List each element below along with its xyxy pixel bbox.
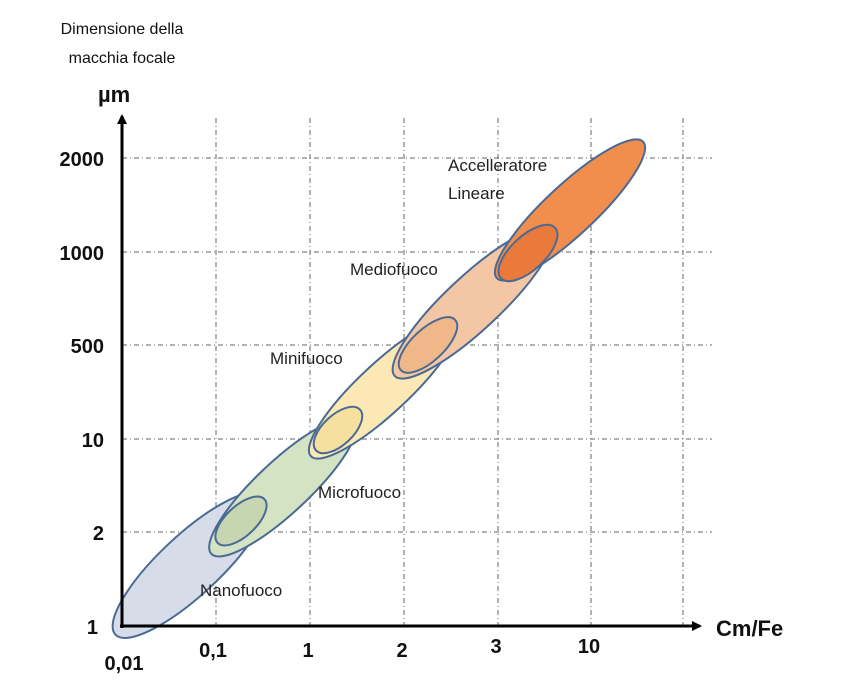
region-label-mediofuoco: Mediofuoco [350,260,438,279]
overlap-micro-mini [312,405,364,455]
x-tick-label-1: 1 [302,640,313,662]
x-tick-label-0-1: 0,1 [199,640,227,662]
overlap-nano-micro [214,495,268,547]
x-tick-label-3: 3 [490,636,501,658]
x-tick-label-10: 10 [578,636,600,658]
region-label-minifuoco: Minifuoco [270,349,343,368]
region-label-nanofuoco: Nanofuoco [200,581,282,600]
x-tick-label-0-01: 0,01 [105,653,144,675]
region-label-acceleratore: Accelleratore [448,156,547,175]
grid [122,118,712,626]
region-label-microfuoco: Microfuoco [318,483,401,502]
y-axis-title-line2: macchia focale [69,50,176,67]
region-label-lineare: Lineare [448,184,505,203]
overlap-regions [214,223,559,547]
y-axis-title-line1: Dimensione della [61,21,184,38]
y-tick-label-1: 1 [87,617,98,639]
y-tick-label-1000: 1000 [60,243,105,265]
y-tick-label-10: 10 [82,430,104,452]
x-tick-label-2: 2 [396,640,407,662]
y-tick-label-2000: 2000 [60,149,105,171]
y-tick-label-2: 2 [93,523,104,545]
overlap-mini-medio [397,316,459,374]
overlap-medio-acc [497,223,559,283]
y-tick-label-500: 500 [71,336,104,358]
y-axis-unit: µm [98,82,130,107]
x-axis-title: Cm/Fe [716,616,783,641]
focal-regions [111,138,647,639]
